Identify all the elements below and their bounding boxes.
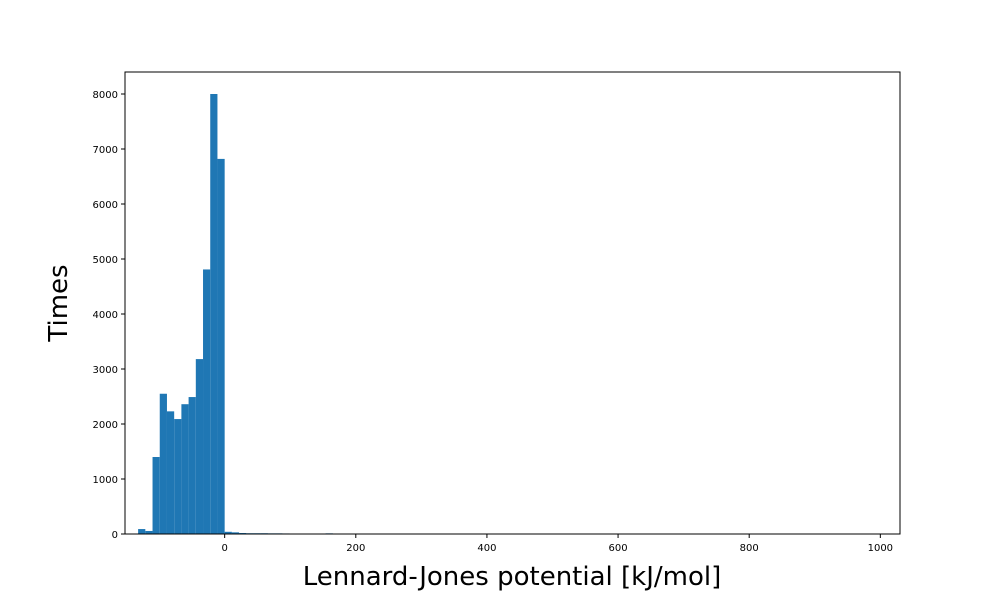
histogram-bar-5 xyxy=(174,419,182,534)
x-tick-label: 200 xyxy=(346,543,365,554)
y-tick-label: 1000 xyxy=(93,475,118,486)
y-tick-label: 3000 xyxy=(93,365,118,376)
x-tick-label: 800 xyxy=(740,543,759,554)
histogram-bar-7 xyxy=(188,397,196,534)
histogram-bar-2 xyxy=(152,457,160,534)
x-axis-title: Lennard-Jones potential [kJ/mol] xyxy=(303,562,722,592)
histogram-bar-3 xyxy=(159,393,167,534)
y-tick-label: 2000 xyxy=(93,420,118,431)
histogram-bar-4 xyxy=(166,411,175,534)
x-axis: 0 200 400 600 800 1000 xyxy=(221,534,893,554)
x-tick-label: 400 xyxy=(477,543,496,554)
x-tick-label: 600 xyxy=(609,543,628,554)
y-tick-label: 0 xyxy=(112,530,118,541)
histogram-bar-1 xyxy=(145,530,153,534)
y-tick-label: 6000 xyxy=(93,200,118,211)
histogram-bar-11 xyxy=(217,158,225,534)
bars-layer xyxy=(138,94,341,534)
histogram-bar-0 xyxy=(138,529,146,534)
y-tick-label: 5000 xyxy=(93,255,118,266)
y-axis: 0 1000 2000 3000 4000 5000 6000 7000 8000 xyxy=(93,90,125,541)
histogram-bar-8 xyxy=(195,359,204,534)
y-axis-title: Times xyxy=(44,264,74,342)
histogram-bar-10 xyxy=(210,94,218,534)
x-tick-label: 0 xyxy=(221,543,227,554)
histogram-bar-13 xyxy=(231,532,240,534)
y-tick-label: 8000 xyxy=(93,90,118,101)
histogram-bar-9 xyxy=(203,269,211,534)
y-tick-label: 7000 xyxy=(93,145,118,156)
histogram-bar-12 xyxy=(224,531,232,534)
histogram-bar-6 xyxy=(181,404,189,534)
x-tick-label: 1000 xyxy=(868,543,893,554)
y-tick-label: 4000 xyxy=(93,310,118,321)
plot-frame xyxy=(124,71,901,535)
